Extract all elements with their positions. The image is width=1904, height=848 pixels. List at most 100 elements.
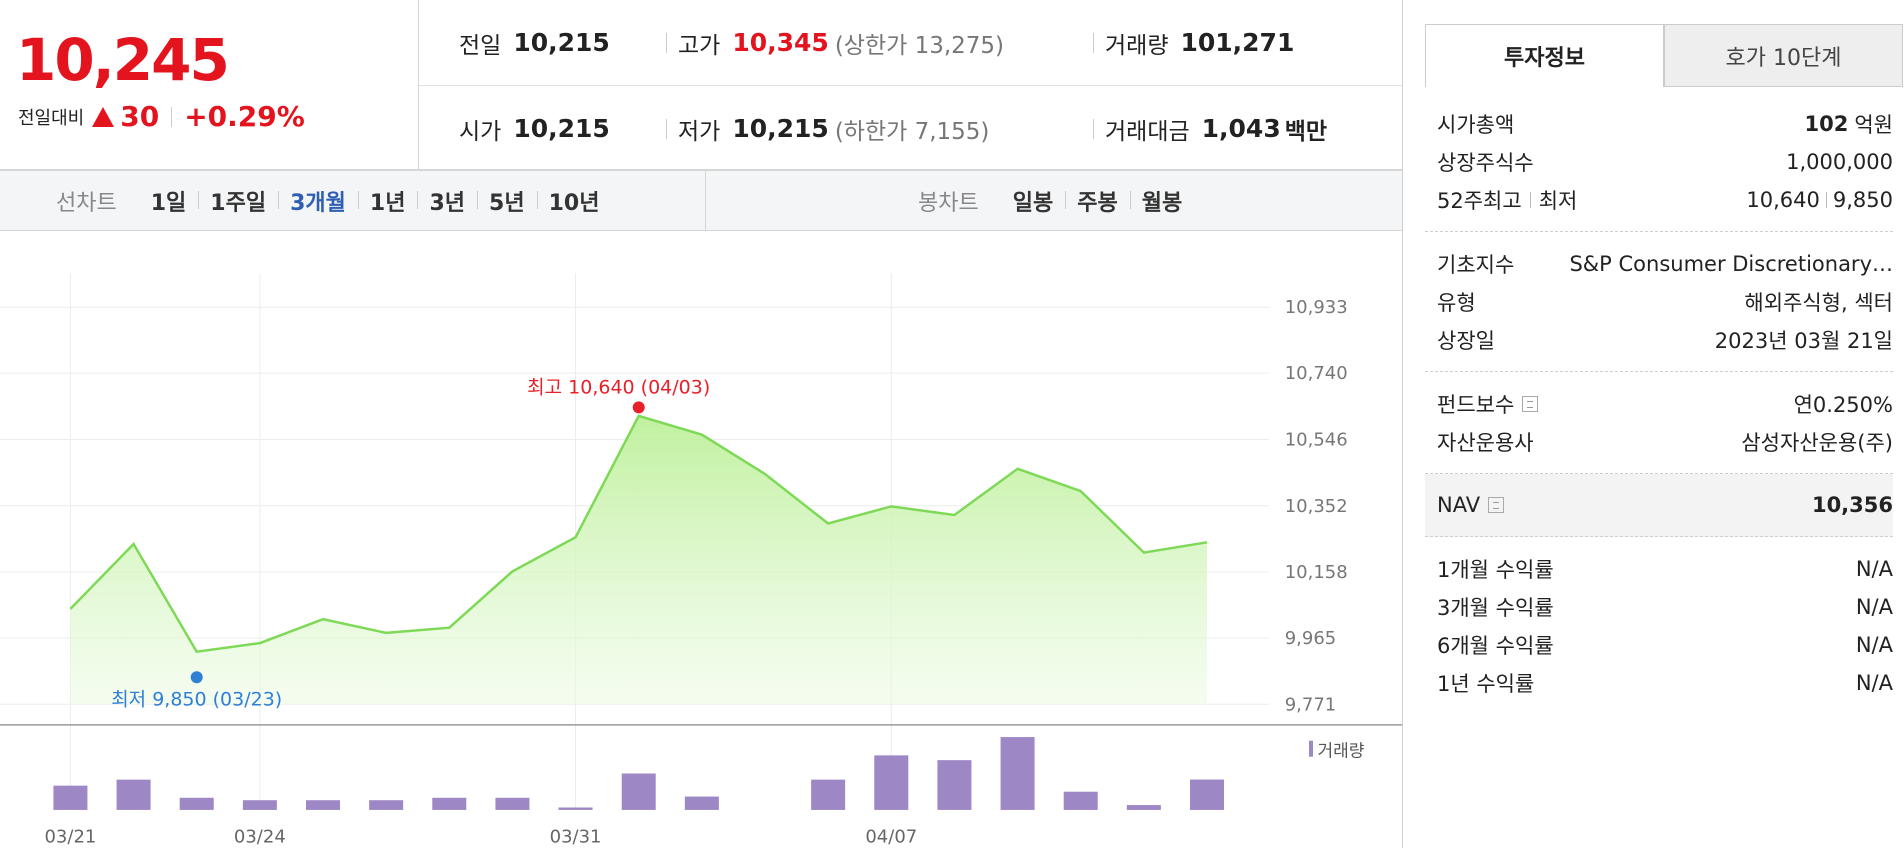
quote-value: 10,215	[732, 114, 829, 143]
info-value: 삼성자산운용(주)	[1741, 431, 1893, 455]
change-rate: +0.29%	[184, 100, 305, 133]
info-value: N/A	[1855, 557, 1893, 581]
info-group: 시가총액 102 억원 상장주식수 1,000,000 52주최고 최저 10,640 9,85…	[1425, 92, 1893, 232]
info-label: 시가총액	[1437, 113, 1515, 137]
info-group: 기초지수 S&P Consumer Discretionary… 유형 해외주식형, …	[1425, 232, 1893, 372]
volume-bar	[369, 800, 404, 810]
info-value-wrap: 2023년 03월 21일	[1715, 325, 1893, 355]
volume-bar	[179, 797, 214, 810]
info-label: NAV	[1437, 493, 1481, 517]
info-row: 기초지수 S&P Consumer Discretionary…	[1425, 245, 1893, 283]
y-tick-label: 9,771	[1285, 694, 1337, 715]
quote-label: 고가	[678, 32, 721, 59]
info-group: 1개월 수익률 N/A 3개월 수익률 N/A 6개월 수익률 N/A 1년 수익률 N/A	[1425, 537, 1893, 714]
tab-group-label: 선차트	[56, 190, 117, 216]
quote-cell: 거래량 101,271	[1092, 0, 1295, 85]
volume-bar	[937, 760, 972, 810]
info-row: 6개월 수익률 N/A	[1425, 626, 1893, 664]
quote-cell: 시가 10,215	[459, 86, 610, 171]
period-tab[interactable]: 1일	[150, 190, 187, 216]
info-value-wrap: 10,356	[1812, 493, 1893, 517]
info-panel: 투자정보 호가 10단계 시가총액 102 억원 상장주식수 1,000,000 52주최고…	[1402, 0, 1904, 848]
volume-bar	[242, 800, 277, 810]
info-label: 기초지수	[1437, 253, 1515, 277]
quote-value: 10,345	[732, 28, 829, 57]
period-tab[interactable]: 1주일	[198, 185, 278, 217]
period-tab[interactable]: 10년	[536, 185, 612, 217]
info-row: NAV 10,356	[1425, 486, 1893, 524]
period-tab[interactable]: 일봉	[1012, 190, 1054, 216]
info-value: 1,000,000	[1786, 150, 1893, 174]
info-label-wrap: 시가총액	[1437, 109, 1514, 139]
quote-value: 10,215	[513, 114, 610, 143]
info-unit: 억원	[1854, 113, 1893, 137]
price-summary: 10,245 전일대비 30 +0.29%	[0, 0, 419, 170]
info-label: 자산운용사	[1437, 431, 1534, 455]
volume-bar	[1126, 805, 1161, 810]
period-tab[interactable]: 주봉	[1065, 185, 1129, 217]
info-value: 2023년 03월 21일	[1714, 329, 1893, 353]
info-row: 52주최고 최저 10,640 9,850	[1425, 181, 1893, 219]
quote-label: 저가	[678, 118, 721, 145]
divider	[705, 171, 706, 230]
info-label: 1년 수익률	[1437, 672, 1535, 696]
info-value-wrap: 삼성자산운용(주)	[1741, 427, 1893, 457]
info-label-wrap: 1개월 수익률	[1437, 554, 1554, 584]
divider	[171, 106, 173, 127]
info-label: 최저	[1538, 189, 1578, 213]
info-tab[interactable]: 호가 10단계	[1664, 24, 1903, 87]
info-row: 1개월 수익률 N/A	[1425, 550, 1893, 588]
info-label-wrap: 상장일	[1437, 325, 1495, 355]
y-tick-label: 9,965	[1285, 628, 1337, 649]
info-value: 9,850	[1832, 188, 1893, 212]
period-tab[interactable]: 3개월	[278, 185, 358, 217]
info-value: 102	[1804, 112, 1849, 136]
info-label: 상장일	[1437, 329, 1495, 353]
info-value-wrap: N/A	[1856, 671, 1893, 695]
quote-cell: 고가 10,345 (상한가 13,275)	[665, 0, 1005, 85]
tab-group-label: 봉차트	[918, 190, 979, 216]
quote-row: 전일 10,215 고가 10,345 (상한가 13,275) 거래량 101,271	[419, 0, 1402, 85]
volume-bar	[495, 797, 530, 810]
info-value: N/A	[1855, 633, 1893, 657]
volume-bar	[53, 785, 88, 810]
quote-value: 101,271	[1180, 28, 1295, 57]
info-value-wrap: 1,000,000	[1786, 150, 1893, 174]
help-icon[interactable]	[1522, 396, 1539, 412]
quote-value: 10,215	[513, 28, 610, 57]
price-area	[70, 415, 1207, 705]
info-label-wrap: 자산운용사	[1437, 427, 1534, 457]
period-tab[interactable]: 5년	[477, 185, 537, 217]
y-tick-label: 10,352	[1285, 496, 1348, 517]
tab-group: 선차트 1일 1주일 3개월 1년 3년 5년 10년	[56, 171, 611, 230]
volume-bar	[1190, 779, 1224, 810]
period-tab[interactable]: 1년	[357, 185, 418, 217]
x-tick-label: 04/07	[865, 827, 917, 848]
quote-value: 1,043	[1201, 114, 1281, 143]
y-tick-label: 10,158	[1285, 562, 1348, 583]
volume-bar	[558, 807, 593, 810]
info-row: 상장주식수 1,000,000	[1425, 143, 1893, 181]
quote-note: (상한가 13,275)	[834, 32, 1005, 59]
period-tab[interactable]: 월봉	[1129, 185, 1194, 217]
info-value: 10,640	[1746, 188, 1820, 212]
volume-bar	[811, 779, 846, 810]
help-icon[interactable]	[1488, 497, 1505, 513]
info-tab[interactable]: 투자정보	[1425, 24, 1664, 87]
info-value: N/A	[1855, 671, 1893, 695]
volume-bar	[1000, 737, 1035, 810]
period-tab[interactable]: 3년	[417, 185, 477, 217]
x-tick-label: 03/21	[44, 827, 96, 848]
up-icon	[92, 106, 115, 127]
info-label-wrap: 1년 수익률	[1437, 668, 1534, 698]
legend-label: 거래량	[1318, 742, 1365, 762]
annotation-dot	[190, 671, 203, 684]
volume-bar	[432, 797, 467, 810]
annotation-dot	[632, 401, 645, 414]
info-group: NAV 10,356	[1425, 474, 1893, 537]
annotation-label: 최고 10,640 (04/03)	[527, 376, 710, 398]
info-value: N/A	[1855, 595, 1893, 619]
legend-swatch	[1309, 740, 1313, 757]
volume-bar	[621, 773, 656, 810]
